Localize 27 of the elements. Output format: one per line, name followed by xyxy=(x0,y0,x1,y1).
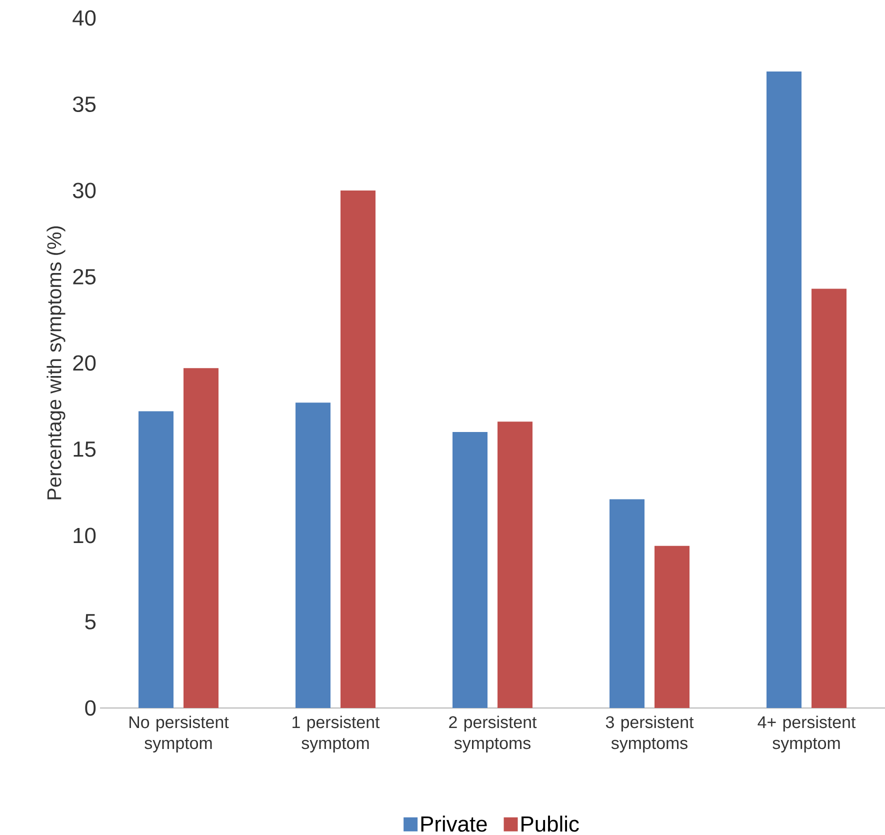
x-tick-label: No persistent symptom xyxy=(130,716,229,752)
y-tick-label: 20 xyxy=(73,355,96,371)
legend-label: Private xyxy=(421,816,487,832)
y-tick-label: 5 xyxy=(85,614,96,630)
bar xyxy=(498,422,533,708)
legend-label: Public xyxy=(522,816,579,832)
bar xyxy=(184,368,219,708)
x-tick-label: 2 persistent symptoms xyxy=(449,716,537,752)
y-tick-label: 15 xyxy=(74,442,96,457)
y-tick-label: 30 xyxy=(72,182,96,198)
y-tick-label: 0 xyxy=(85,700,96,716)
bar xyxy=(812,288,847,708)
x-tick-label: 4+ persistent symptom xyxy=(758,716,856,752)
x-tick-label: 3 persistent symptoms xyxy=(606,716,694,752)
y-tick-label: 35 xyxy=(72,96,96,112)
x-tick-label: 1 persistent symptom xyxy=(292,716,380,752)
bar xyxy=(654,546,690,708)
bar xyxy=(452,432,488,708)
y-tick-label: 10 xyxy=(74,528,96,544)
bar xyxy=(138,411,174,708)
y-axis-title: Percentage with symptoms (%) xyxy=(46,226,66,500)
bar xyxy=(766,71,802,708)
bar xyxy=(296,402,331,708)
y-tick-label: 25 xyxy=(73,268,96,284)
bar xyxy=(340,190,376,708)
y-tick-label: 40 xyxy=(72,10,96,26)
bar xyxy=(610,499,645,708)
